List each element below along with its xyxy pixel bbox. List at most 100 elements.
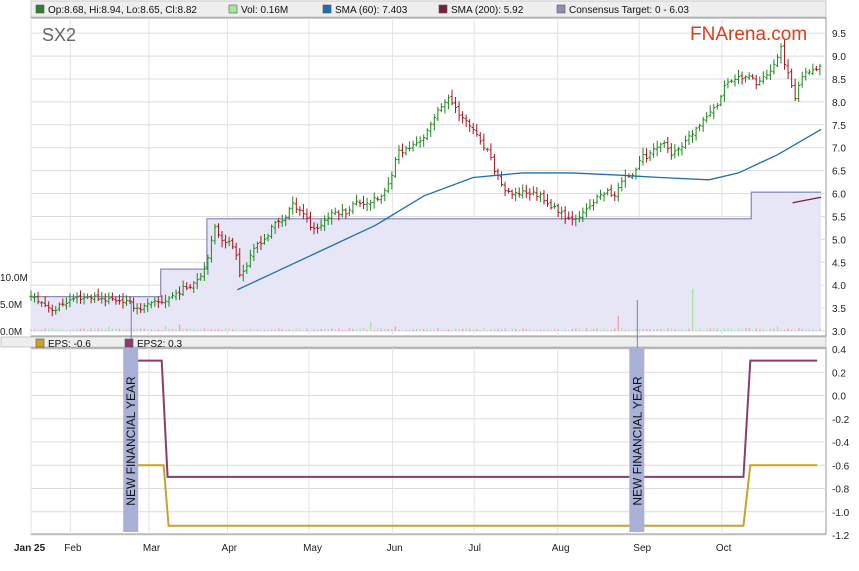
volume-bar <box>377 328 379 331</box>
eps-tick-label: -0.6 <box>832 461 850 472</box>
volume-bar <box>147 329 149 331</box>
volume-bar <box>461 328 464 331</box>
volume-bar <box>801 328 803 331</box>
volume-bar <box>500 329 503 331</box>
volume-bar <box>539 329 542 331</box>
volume-bar <box>783 329 786 331</box>
consensus-target-line <box>31 191 822 298</box>
volume-bar <box>62 329 64 331</box>
volume-bar <box>780 329 782 331</box>
legend-swatch-ohlc <box>35 4 45 14</box>
volume-bar <box>338 328 340 331</box>
volume-bar <box>132 329 135 331</box>
price-tick-label: 9.5 <box>832 29 846 40</box>
volume-bar <box>295 328 298 331</box>
volume-bar <box>41 329 43 331</box>
volume-bar <box>384 328 386 331</box>
eps-tick-label: -1.0 <box>832 508 850 519</box>
volume-bar <box>217 328 220 331</box>
volume-bar <box>37 329 39 331</box>
volume-bar <box>716 329 719 331</box>
volume-bar <box>161 330 163 331</box>
fnarena-watermark: FNArena.com <box>690 24 807 45</box>
fy-marker-label: NEW FINANCIAL YEAR <box>630 376 644 506</box>
volume-bar <box>571 328 573 331</box>
volume-bar <box>582 330 584 331</box>
volume-bar <box>58 329 61 331</box>
price-tick-label: 5.5 <box>832 212 846 223</box>
eps-tick-label: -0.8 <box>832 485 850 496</box>
volume-bar <box>649 329 651 331</box>
volume-bar <box>242 330 244 331</box>
eps-tick-label: -0.2 <box>832 415 850 426</box>
volume-bar <box>433 330 435 331</box>
volume-bar <box>405 329 407 331</box>
eps-tick-label: 0.0 <box>832 392 846 403</box>
legend-label-eps: EPS: -0.6 <box>48 339 91 350</box>
volume-bar <box>309 330 312 331</box>
volume-bar <box>380 328 382 331</box>
price-tick-label: 6.5 <box>832 167 846 178</box>
volume-bar <box>444 330 446 331</box>
volume-bar <box>281 328 283 331</box>
volume-bar <box>90 328 92 331</box>
volume-bar <box>515 328 517 331</box>
volume-bar <box>628 329 630 331</box>
eps-series-eps <box>124 464 818 527</box>
volume-bar <box>585 328 588 331</box>
volume-bar <box>154 329 156 331</box>
volume-bar <box>589 329 591 331</box>
price-tick-label: 6.0 <box>832 190 846 201</box>
volume-bar <box>815 329 818 331</box>
x-tick-label: Aug <box>552 543 570 554</box>
volume-bar <box>812 329 814 331</box>
volume-bar <box>638 329 641 331</box>
price-tick-label: 7.5 <box>832 121 846 132</box>
volume-bar <box>129 329 131 331</box>
volume-bar <box>507 330 510 331</box>
volume-bar <box>101 328 103 331</box>
volume-bar <box>334 328 336 331</box>
volume-bar <box>621 328 623 331</box>
volume-bar <box>87 330 89 331</box>
volume-bar <box>33 329 36 331</box>
legend-label-target: Consensus Target: 0 - 6.03 <box>569 5 689 16</box>
sma200-line <box>792 196 822 204</box>
legend-label-eps2: EPS2: 0.3 <box>137 339 182 350</box>
volume-bar <box>97 328 99 331</box>
volume-bar <box>497 328 499 331</box>
fy-marker-label: NEW FINANCIAL YEAR <box>124 376 138 506</box>
volume-bar <box>345 329 347 331</box>
volume-bar <box>614 328 616 331</box>
x-tick-label: Mar <box>143 543 161 554</box>
volume-bar <box>30 328 32 331</box>
volume-bar <box>553 329 556 331</box>
volume-tick-label: 10.0M <box>0 273 28 284</box>
legend-swatch-sma60 <box>322 4 332 14</box>
volume-bar <box>136 328 138 331</box>
volume-bar <box>805 330 807 331</box>
volume-bar <box>752 329 754 331</box>
volume-bar <box>674 329 676 331</box>
volume-bar <box>734 330 736 331</box>
volume-bar <box>465 328 467 331</box>
volume-bar <box>76 329 78 331</box>
volume-tick-label: 0.0M <box>0 327 22 338</box>
legend-swatch-target <box>556 4 566 14</box>
x-tick-label: Jul <box>468 543 481 554</box>
volume-bar <box>688 328 690 331</box>
price-tick-label: 8.0 <box>832 98 846 109</box>
volume-bar <box>706 328 708 331</box>
volume-bar <box>529 329 531 331</box>
eps-panel-frame <box>30 347 827 535</box>
price-tick-label: 9.0 <box>832 52 846 63</box>
volume-bar <box>794 329 796 331</box>
volume-bar <box>72 329 75 331</box>
volume-bar <box>670 328 673 331</box>
volume-bar <box>79 328 82 331</box>
volume-bar <box>416 328 418 331</box>
volume-bar <box>561 329 563 331</box>
eps-tick-label: 0.2 <box>832 368 846 379</box>
volume-bar <box>684 329 687 331</box>
